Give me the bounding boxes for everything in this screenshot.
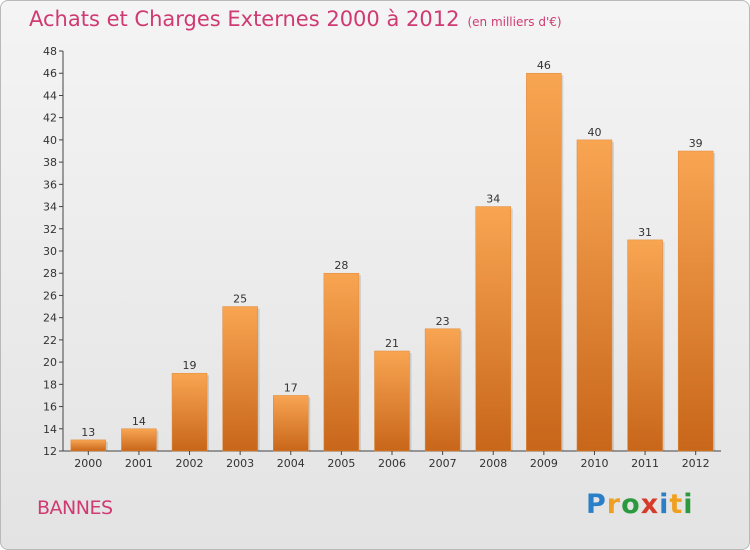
- y-tick-label: 16: [43, 401, 57, 414]
- y-tick-label: 48: [43, 45, 57, 58]
- y-tick-label: 28: [43, 267, 57, 280]
- data-label: 21: [385, 337, 399, 350]
- bar: [273, 395, 309, 452]
- bar: [424, 328, 461, 452]
- data-label: 31: [638, 226, 652, 239]
- y-tick-label: 40: [43, 134, 57, 147]
- logo-letter: i: [683, 489, 694, 520]
- bar: [323, 272, 360, 452]
- bar: [222, 306, 258, 452]
- y-tick-label: 38: [43, 156, 57, 169]
- x-tick-label: 2007: [429, 457, 457, 470]
- bar: [475, 206, 511, 452]
- commune-name: BANNES: [37, 497, 113, 519]
- data-label: 13: [81, 426, 95, 439]
- bar: [374, 350, 410, 452]
- chart-title-text: Achats et Charges Externes 2000 à 2012: [29, 7, 460, 31]
- x-tick-label: 2012: [682, 457, 710, 470]
- chart-title: Achats et Charges Externes 2000 à 2012 (e…: [29, 7, 562, 31]
- x-tick-label: 2000: [74, 457, 102, 470]
- bar: [677, 150, 714, 452]
- x-tick-label: 2006: [378, 457, 406, 470]
- data-label: 39: [689, 137, 703, 150]
- y-tick-label: 44: [43, 89, 57, 102]
- bar: [627, 239, 663, 452]
- bar: [70, 439, 107, 452]
- data-label: 34: [486, 193, 500, 206]
- x-tick-label: 2002: [176, 457, 204, 470]
- data-label: 46: [537, 59, 551, 72]
- bar: [526, 72, 562, 452]
- chart-subtitle: (en milliers d'€): [467, 15, 562, 29]
- y-tick-label: 42: [43, 112, 57, 125]
- bar: [171, 372, 208, 452]
- y-tick-label: 26: [43, 289, 57, 302]
- y-tick-label: 18: [43, 378, 57, 391]
- logo-letter: P: [586, 489, 607, 520]
- y-tick-label: 12: [43, 445, 57, 458]
- x-tick-label: 2009: [530, 457, 558, 470]
- logo-letter: x: [640, 489, 660, 520]
- data-label: 25: [233, 293, 247, 306]
- bar: [121, 428, 157, 452]
- data-label: 19: [183, 359, 197, 372]
- data-label: 17: [284, 381, 298, 394]
- logo-letter: r: [606, 489, 622, 520]
- x-tick-label: 2001: [125, 457, 153, 470]
- logo-letter: i: [659, 489, 670, 520]
- x-tick-label: 2005: [327, 457, 355, 470]
- y-tick-label: 34: [43, 201, 57, 214]
- y-tick-label: 20: [43, 356, 57, 369]
- x-tick-label: 2004: [277, 457, 305, 470]
- x-tick-label: 2011: [631, 457, 659, 470]
- y-tick-label: 46: [43, 67, 57, 80]
- x-tick-label: 2008: [479, 457, 507, 470]
- y-tick-label: 30: [43, 245, 57, 258]
- x-tick-label: 2010: [580, 457, 608, 470]
- y-tick-label: 32: [43, 223, 57, 236]
- y-tick-label: 36: [43, 178, 57, 191]
- data-label: 28: [334, 259, 348, 272]
- data-label: 23: [436, 315, 450, 328]
- logo-letter: o: [621, 489, 641, 520]
- proxiti-logo: Proxiti: [586, 489, 694, 520]
- bar: [576, 139, 613, 452]
- y-tick-label: 22: [43, 334, 57, 347]
- logo-letter: t: [669, 489, 684, 520]
- x-tick-label: 2003: [226, 457, 254, 470]
- y-tick-label: 14: [43, 423, 57, 436]
- data-label: 14: [132, 415, 146, 428]
- data-label: 40: [587, 126, 601, 139]
- y-tick-label: 24: [43, 312, 57, 325]
